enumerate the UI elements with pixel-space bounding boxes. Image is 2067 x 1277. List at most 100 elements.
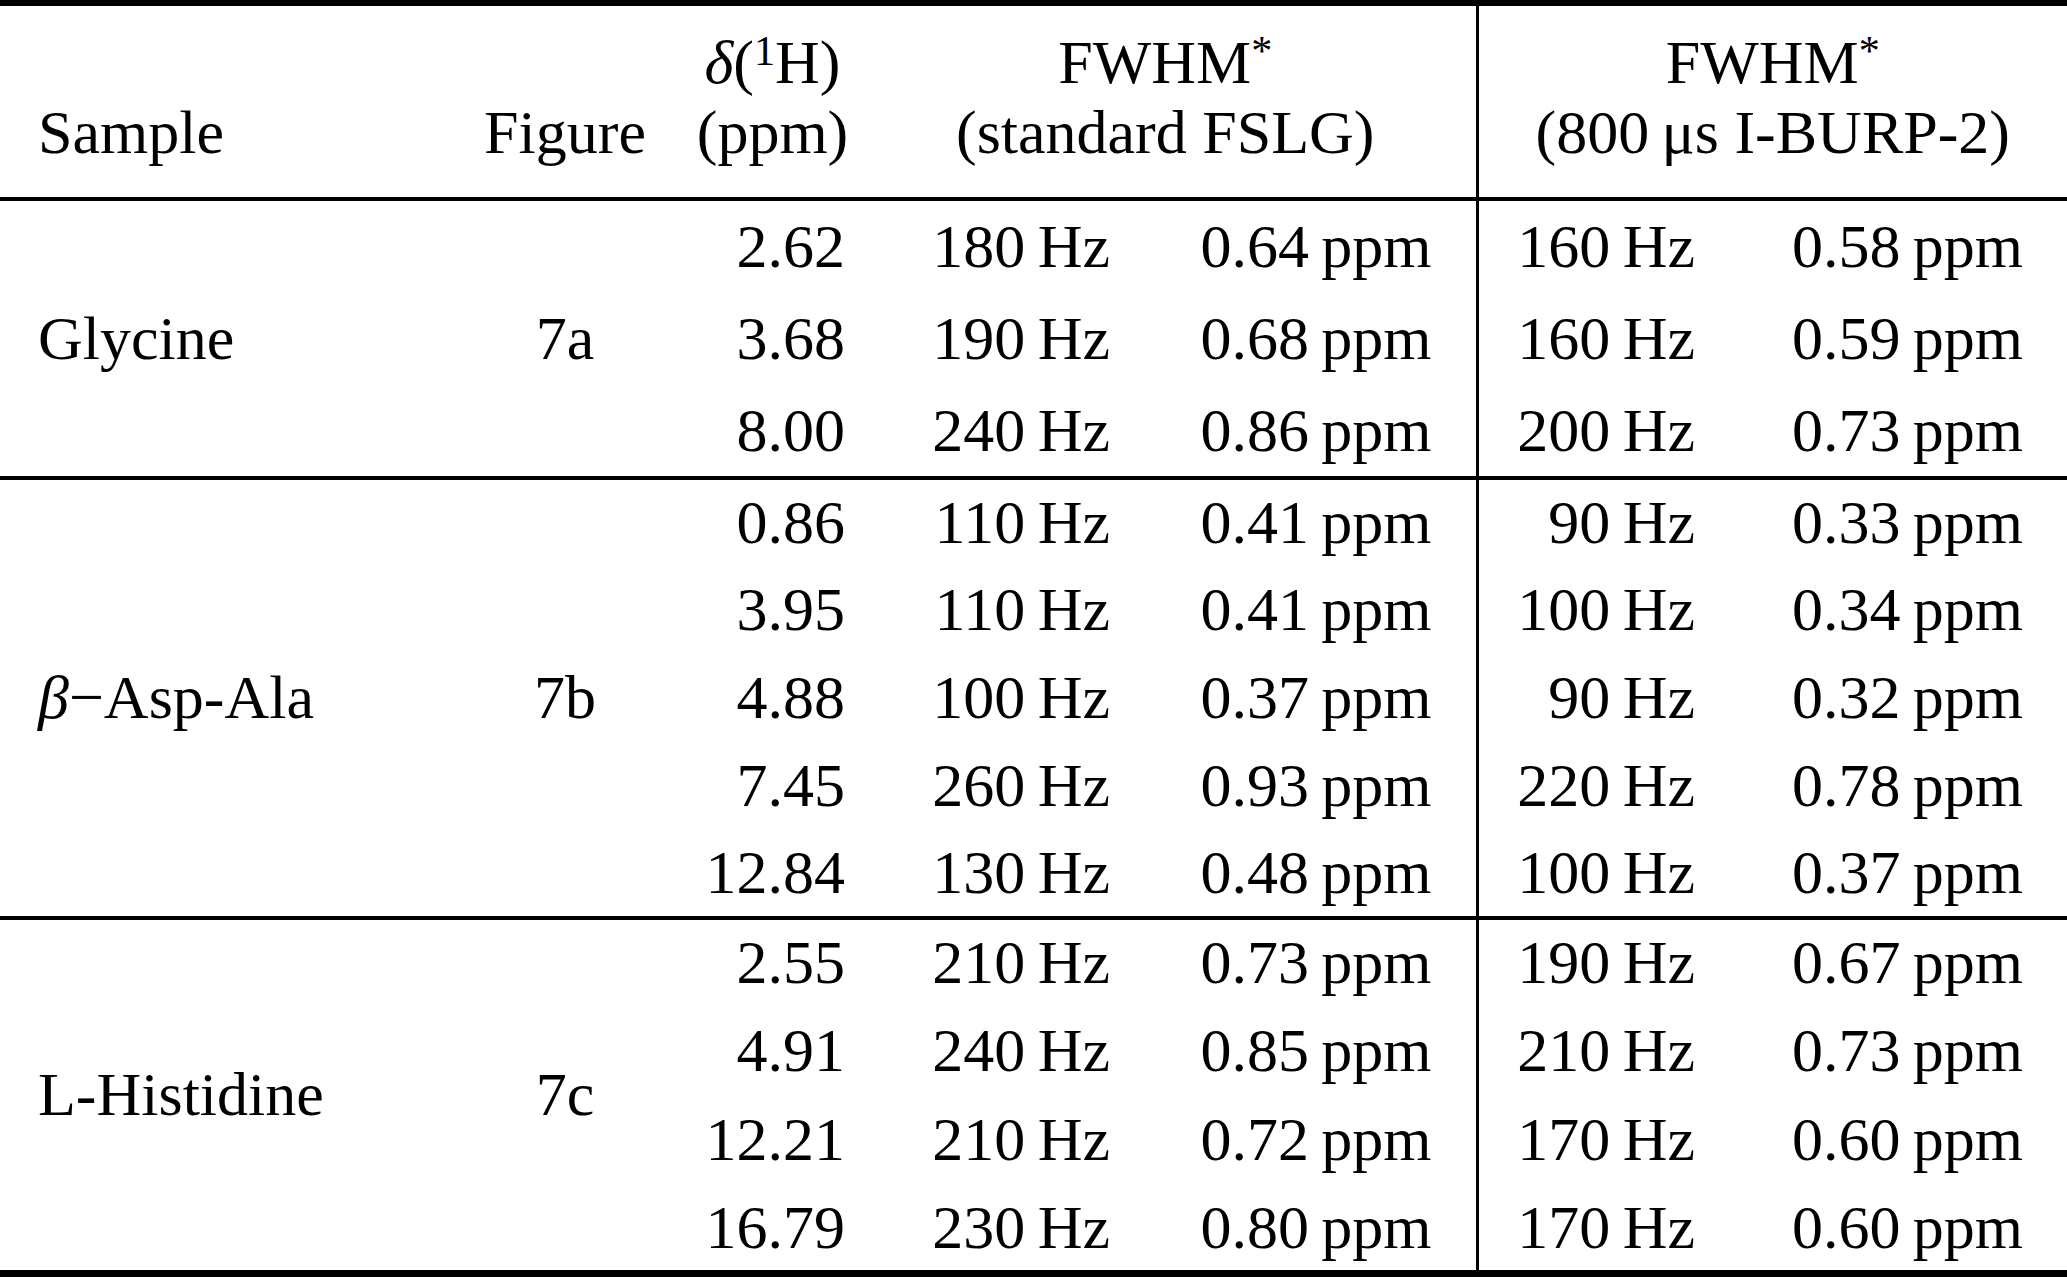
cell-iburp-ppm: 0.73 ppm <box>1705 1007 2067 1096</box>
fslg-subtitle: (standard FSLG) <box>956 98 1374 166</box>
delta-close: H) <box>775 28 840 96</box>
header-sample: Sample <box>0 3 440 199</box>
cell-fslg-hz: 110 Hz <box>855 478 1120 566</box>
delta-superscript-1: 1 <box>754 27 775 74</box>
cell-iburp-ppm: 0.32 ppm <box>1705 654 2067 742</box>
cell-delta: 8.00 <box>690 385 855 478</box>
cell-iburp-ppm: 0.78 ppm <box>1705 742 2067 830</box>
cell-fslg-hz: 240 Hz <box>855 385 1120 478</box>
cell-fslg-ppm: 0.93 ppm <box>1120 742 1477 830</box>
cell-iburp-ppm: 0.58 ppm <box>1705 199 2067 292</box>
fslg-subtitle-line: (standard FSLG) <box>855 98 1476 167</box>
table-row: Glycine 7a 2.62 180 Hz 0.64 ppm 160 Hz 0… <box>0 199 2067 292</box>
cell-iburp-hz: 170 Hz <box>1477 1185 1705 1274</box>
section-asp-ala: β−Asp-Ala 7b 0.86 110 Hz 0.41 ppm 90 Hz … <box>0 478 2067 918</box>
iburp-title-line: FWHM* <box>1479 28 2067 97</box>
cell-delta: 12.84 <box>690 830 855 918</box>
sample-text: −Asp-Ala <box>69 663 314 731</box>
nmr-linewidth-table: Sample Figure δ(1H) (ppm) FWHM* (standar… <box>0 0 2067 1277</box>
cell-fslg-ppm: 0.64 ppm <box>1120 199 1477 292</box>
cell-iburp-ppm: 0.37 ppm <box>1705 830 2067 918</box>
figure-ref: 7c <box>440 918 690 1274</box>
cell-fslg-hz: 210 Hz <box>855 918 1120 1007</box>
iburp-subtitle: (800 μs I-BURP-2) <box>1536 98 2010 166</box>
cell-iburp-ppm: 0.73 ppm <box>1705 385 2067 478</box>
cell-fslg-hz: 100 Hz <box>855 654 1120 742</box>
cell-fslg-ppm: 0.37 ppm <box>1120 654 1477 742</box>
header-delta-ppm: δ(1H) (ppm) <box>690 3 855 199</box>
cell-fslg-ppm: 0.41 ppm <box>1120 478 1477 566</box>
delta-open-paren: ( <box>733 28 754 96</box>
section-glycine: Glycine 7a 2.62 180 Hz 0.64 ppm 160 Hz 0… <box>0 199 2067 478</box>
fslg-title-line: FWHM* <box>855 28 1476 97</box>
cell-fslg-ppm: 0.68 ppm <box>1120 292 1477 385</box>
cell-delta: 4.91 <box>690 1007 855 1096</box>
cell-fslg-hz: 110 Hz <box>855 566 1120 654</box>
delta-unit: (ppm) <box>697 98 849 166</box>
paper-table-page: Sample Figure δ(1H) (ppm) FWHM* (standar… <box>0 0 2067 1277</box>
cell-fslg-ppm: 0.48 ppm <box>1120 830 1477 918</box>
cell-fslg-ppm: 0.85 ppm <box>1120 1007 1477 1096</box>
cell-delta: 7.45 <box>690 742 855 830</box>
cell-iburp-hz: 190 Hz <box>1477 918 1705 1007</box>
fslg-title: FWHM <box>1058 28 1251 96</box>
cell-delta: 3.95 <box>690 566 855 654</box>
cell-iburp-hz: 210 Hz <box>1477 1007 1705 1096</box>
cell-fslg-hz: 180 Hz <box>855 199 1120 292</box>
cell-iburp-ppm: 0.33 ppm <box>1705 478 2067 566</box>
sample-text: L-Histidine <box>38 1060 324 1128</box>
delta-symbol: δ <box>705 28 734 96</box>
cell-delta: 2.55 <box>690 918 855 1007</box>
cell-delta: 3.68 <box>690 292 855 385</box>
sample-name: β−Asp-Ala <box>0 478 440 918</box>
cell-iburp-ppm: 0.67 ppm <box>1705 918 2067 1007</box>
cell-iburp-ppm: 0.60 ppm <box>1705 1185 2067 1274</box>
cell-iburp-hz: 100 Hz <box>1477 830 1705 918</box>
header-delta-symbol-line: δ(1H) <box>690 28 855 97</box>
cell-fslg-ppm: 0.86 ppm <box>1120 385 1477 478</box>
header-fwhm-fslg: FWHM* (standard FSLG) <box>855 3 1477 199</box>
cell-iburp-ppm: 0.59 ppm <box>1705 292 2067 385</box>
cell-delta: 16.79 <box>690 1185 855 1274</box>
figure-ref: 7a <box>440 199 690 478</box>
cell-fslg-hz: 190 Hz <box>855 292 1120 385</box>
cell-iburp-hz: 90 Hz <box>1477 654 1705 742</box>
table-row: β−Asp-Ala 7b 0.86 110 Hz 0.41 ppm 90 Hz … <box>0 478 2067 566</box>
figure-ref: 7b <box>440 478 690 918</box>
cell-iburp-ppm: 0.34 ppm <box>1705 566 2067 654</box>
sample-name: L-Histidine <box>0 918 440 1274</box>
sample-name: Glycine <box>0 199 440 478</box>
header-figure: Figure <box>440 3 690 199</box>
cell-fslg-hz: 130 Hz <box>855 830 1120 918</box>
cell-iburp-ppm: 0.60 ppm <box>1705 1096 2067 1185</box>
cell-delta: 12.21 <box>690 1096 855 1185</box>
cell-fslg-hz: 230 Hz <box>855 1185 1120 1274</box>
section-l-histidine: L-Histidine 7c 2.55 210 Hz 0.73 ppm 190 … <box>0 918 2067 1274</box>
table-header: Sample Figure δ(1H) (ppm) FWHM* (standar… <box>0 3 2067 199</box>
cell-iburp-hz: 170 Hz <box>1477 1096 1705 1185</box>
sample-text: Glycine <box>38 304 234 372</box>
cell-fslg-hz: 260 Hz <box>855 742 1120 830</box>
cell-iburp-hz: 220 Hz <box>1477 742 1705 830</box>
cell-iburp-hz: 160 Hz <box>1477 292 1705 385</box>
cell-delta: 4.88 <box>690 654 855 742</box>
cell-fslg-ppm: 0.80 ppm <box>1120 1185 1477 1274</box>
cell-iburp-hz: 100 Hz <box>1477 566 1705 654</box>
sample-italic-part: β <box>38 663 69 731</box>
cell-iburp-hz: 200 Hz <box>1477 385 1705 478</box>
cell-delta: 0.86 <box>690 478 855 566</box>
cell-delta: 2.62 <box>690 199 855 292</box>
cell-fslg-ppm: 0.72 ppm <box>1120 1096 1477 1185</box>
cell-iburp-hz: 160 Hz <box>1477 199 1705 292</box>
fslg-star: * <box>1251 27 1272 74</box>
table-row: L-Histidine 7c 2.55 210 Hz 0.73 ppm 190 … <box>0 918 2067 1007</box>
header-fwhm-iburp: FWHM* (800 μs I-BURP-2) <box>1477 3 2067 199</box>
cell-fslg-ppm: 0.41 ppm <box>1120 566 1477 654</box>
iburp-subtitle-line: (800 μs I-BURP-2) <box>1479 98 2067 167</box>
cell-fslg-hz: 240 Hz <box>855 1007 1120 1096</box>
iburp-title: FWHM <box>1666 28 1859 96</box>
cell-iburp-hz: 90 Hz <box>1477 478 1705 566</box>
cell-fslg-hz: 210 Hz <box>855 1096 1120 1185</box>
iburp-star: * <box>1859 27 1880 74</box>
cell-fslg-ppm: 0.73 ppm <box>1120 918 1477 1007</box>
